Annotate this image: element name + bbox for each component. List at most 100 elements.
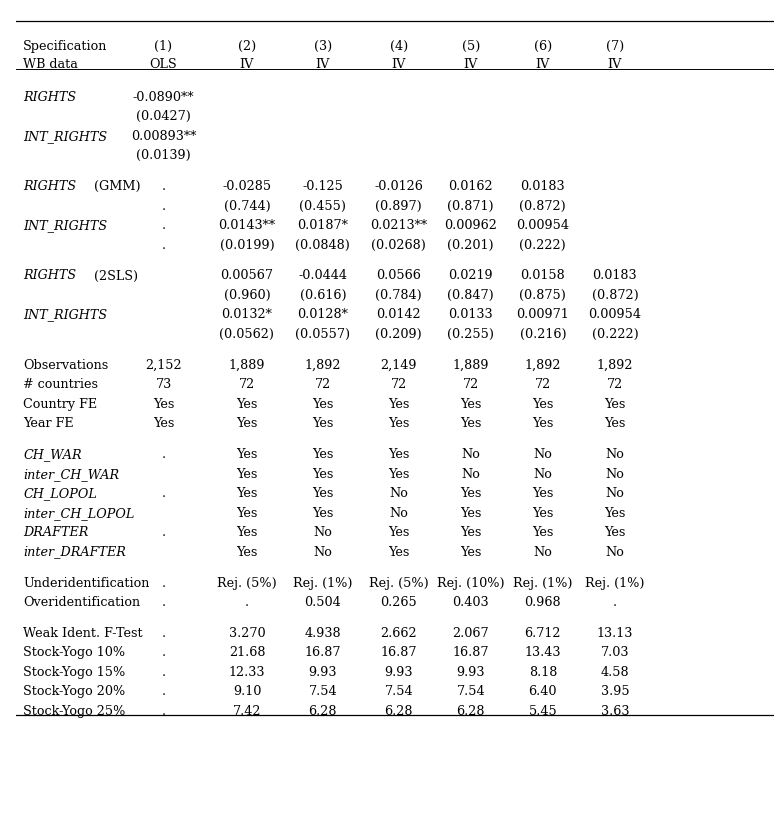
Text: .: . xyxy=(162,219,166,232)
Text: (0.872): (0.872) xyxy=(591,289,638,302)
Text: Yes: Yes xyxy=(152,397,174,411)
Text: CH_WAR: CH_WAR xyxy=(23,448,82,461)
Text: Yes: Yes xyxy=(388,545,410,559)
Text: No: No xyxy=(605,448,624,461)
Text: (7): (7) xyxy=(606,39,624,53)
Text: 16.87: 16.87 xyxy=(305,646,341,660)
Text: (4): (4) xyxy=(389,39,408,53)
Text: Yes: Yes xyxy=(604,526,626,539)
Text: IV: IV xyxy=(316,58,330,71)
Text: 0.00954: 0.00954 xyxy=(588,308,641,321)
Text: (5): (5) xyxy=(461,39,480,53)
Text: 0.0133: 0.0133 xyxy=(448,308,493,321)
Text: 2.662: 2.662 xyxy=(380,627,417,640)
Text: 1,892: 1,892 xyxy=(305,359,341,372)
Text: Yes: Yes xyxy=(312,448,334,461)
Text: Yes: Yes xyxy=(312,507,334,519)
Text: 1,892: 1,892 xyxy=(525,359,561,372)
Text: .: . xyxy=(162,448,166,461)
Text: 72: 72 xyxy=(463,378,479,392)
Text: WB data: WB data xyxy=(23,58,78,71)
Text: 0.0158: 0.0158 xyxy=(521,270,565,282)
Text: Yes: Yes xyxy=(236,487,258,500)
Text: 72: 72 xyxy=(239,378,255,392)
Text: Yes: Yes xyxy=(532,526,554,539)
Text: 73: 73 xyxy=(156,378,172,392)
Text: Yes: Yes xyxy=(460,487,482,500)
Text: .: . xyxy=(162,665,166,679)
Text: 0.0132*: 0.0132* xyxy=(221,308,272,321)
Text: Stock-Yogo 25%: Stock-Yogo 25% xyxy=(23,705,126,718)
Text: Underidentification: Underidentification xyxy=(23,576,149,590)
Text: Yes: Yes xyxy=(312,487,334,500)
Text: (0.0557): (0.0557) xyxy=(296,328,350,341)
Text: (0.0268): (0.0268) xyxy=(371,239,426,251)
Text: -0.125: -0.125 xyxy=(303,180,343,193)
Text: 6.28: 6.28 xyxy=(385,705,413,718)
Text: (0.0139): (0.0139) xyxy=(136,149,191,162)
Text: (0.744): (0.744) xyxy=(224,200,271,213)
Text: 4.58: 4.58 xyxy=(601,665,630,679)
Text: 0.0162: 0.0162 xyxy=(448,180,493,193)
Text: No: No xyxy=(533,545,552,559)
Text: 0.00954: 0.00954 xyxy=(516,219,569,232)
Text: Yes: Yes xyxy=(312,418,334,430)
Text: No: No xyxy=(605,468,624,481)
Text: Yes: Yes xyxy=(460,418,482,430)
Text: 0.0183: 0.0183 xyxy=(593,270,637,282)
Text: Rej. (5%): Rej. (5%) xyxy=(217,576,277,590)
Text: 3.95: 3.95 xyxy=(601,686,630,698)
Text: (2): (2) xyxy=(238,39,256,53)
Text: (0.0427): (0.0427) xyxy=(136,110,191,124)
Text: 72: 72 xyxy=(535,378,551,392)
Text: 7.54: 7.54 xyxy=(309,686,337,698)
Text: 0.403: 0.403 xyxy=(453,596,489,609)
Text: Yes: Yes xyxy=(236,397,258,411)
Text: No: No xyxy=(389,507,408,519)
Text: (0.216): (0.216) xyxy=(519,328,566,341)
Text: .: . xyxy=(162,576,166,590)
Text: 0.504: 0.504 xyxy=(304,596,341,609)
Text: (0.847): (0.847) xyxy=(447,289,494,302)
Text: .: . xyxy=(162,487,166,500)
Text: No: No xyxy=(605,545,624,559)
Text: (0.784): (0.784) xyxy=(375,289,422,302)
Text: 7.03: 7.03 xyxy=(601,646,630,660)
Text: (0.201): (0.201) xyxy=(447,239,494,251)
Text: 6.28: 6.28 xyxy=(457,705,485,718)
Text: .: . xyxy=(162,627,166,640)
Text: No: No xyxy=(533,448,552,461)
Text: -0.0890**: -0.0890** xyxy=(133,91,194,104)
Text: Rej. (1%): Rej. (1%) xyxy=(513,576,572,590)
Text: 9.93: 9.93 xyxy=(309,665,337,679)
Text: Yes: Yes xyxy=(388,468,410,481)
Text: 7.42: 7.42 xyxy=(233,705,261,718)
Text: 0.00971: 0.00971 xyxy=(516,308,569,321)
Text: 1,889: 1,889 xyxy=(229,359,265,372)
Text: 3.63: 3.63 xyxy=(601,705,630,718)
Text: inter_DRAFTER: inter_DRAFTER xyxy=(23,545,126,559)
Text: 72: 72 xyxy=(607,378,623,392)
Text: .: . xyxy=(162,200,166,213)
Text: 0.00962: 0.00962 xyxy=(444,219,497,232)
Text: 8.18: 8.18 xyxy=(529,665,557,679)
Text: No: No xyxy=(605,487,624,500)
Text: (GMM): (GMM) xyxy=(90,180,140,193)
Text: (0.616): (0.616) xyxy=(300,289,346,302)
Text: Yes: Yes xyxy=(604,418,626,430)
Text: (2SLS): (2SLS) xyxy=(90,270,138,282)
Text: Yes: Yes xyxy=(236,526,258,539)
Text: Yes: Yes xyxy=(236,545,258,559)
Text: (0.255): (0.255) xyxy=(447,328,494,341)
Text: 5.45: 5.45 xyxy=(529,705,558,718)
Text: -0.0444: -0.0444 xyxy=(299,270,347,282)
Text: .: . xyxy=(613,596,617,609)
Text: 13.43: 13.43 xyxy=(525,646,561,660)
Text: RIGHTS: RIGHTS xyxy=(23,270,77,282)
Text: IV: IV xyxy=(464,58,478,71)
Text: Yes: Yes xyxy=(532,418,554,430)
Text: Yes: Yes xyxy=(532,487,554,500)
Text: (6): (6) xyxy=(533,39,552,53)
Text: 9.93: 9.93 xyxy=(385,665,413,679)
Text: (0.0562): (0.0562) xyxy=(220,328,274,341)
